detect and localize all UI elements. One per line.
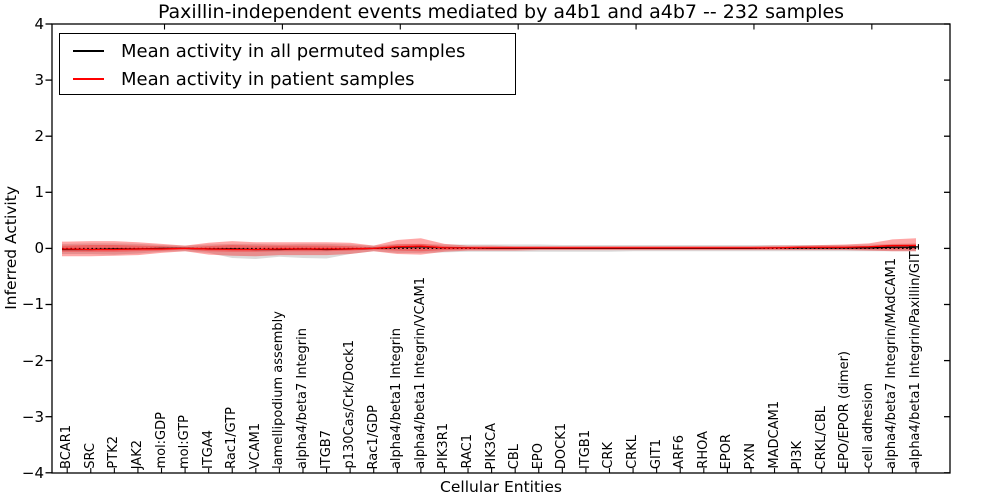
- y-tick-label: 4: [34, 15, 44, 33]
- legend-entry: Mean activity in patient samples: [60, 65, 515, 93]
- series-line-1: [62, 244, 916, 251]
- legend: Mean activity in all permuted samples Me…: [59, 33, 516, 95]
- y-tick-label: 0: [34, 239, 44, 257]
- y-tick-label: 1: [34, 183, 44, 201]
- y-tick-label: −1: [21, 295, 44, 313]
- legend-label: Mean activity in patient samples: [121, 68, 415, 90]
- y-tick-label: −4: [21, 464, 44, 482]
- legend-line-black-icon: [73, 50, 104, 52]
- y-tick-label: −2: [21, 352, 44, 370]
- y-tick-label: 3: [34, 71, 44, 89]
- x-axis-label: Cellular Entities: [440, 478, 562, 496]
- legend-label: Mean activity in all permuted samples: [121, 40, 466, 62]
- legend-entry: Mean activity in all permuted samples: [60, 37, 515, 65]
- chart-title: Paxillin-independent events mediated by …: [157, 1, 845, 23]
- y-tick-label: −3: [21, 408, 44, 426]
- legend-line-red-icon: [73, 78, 104, 80]
- y-tick-label: 2: [34, 127, 44, 145]
